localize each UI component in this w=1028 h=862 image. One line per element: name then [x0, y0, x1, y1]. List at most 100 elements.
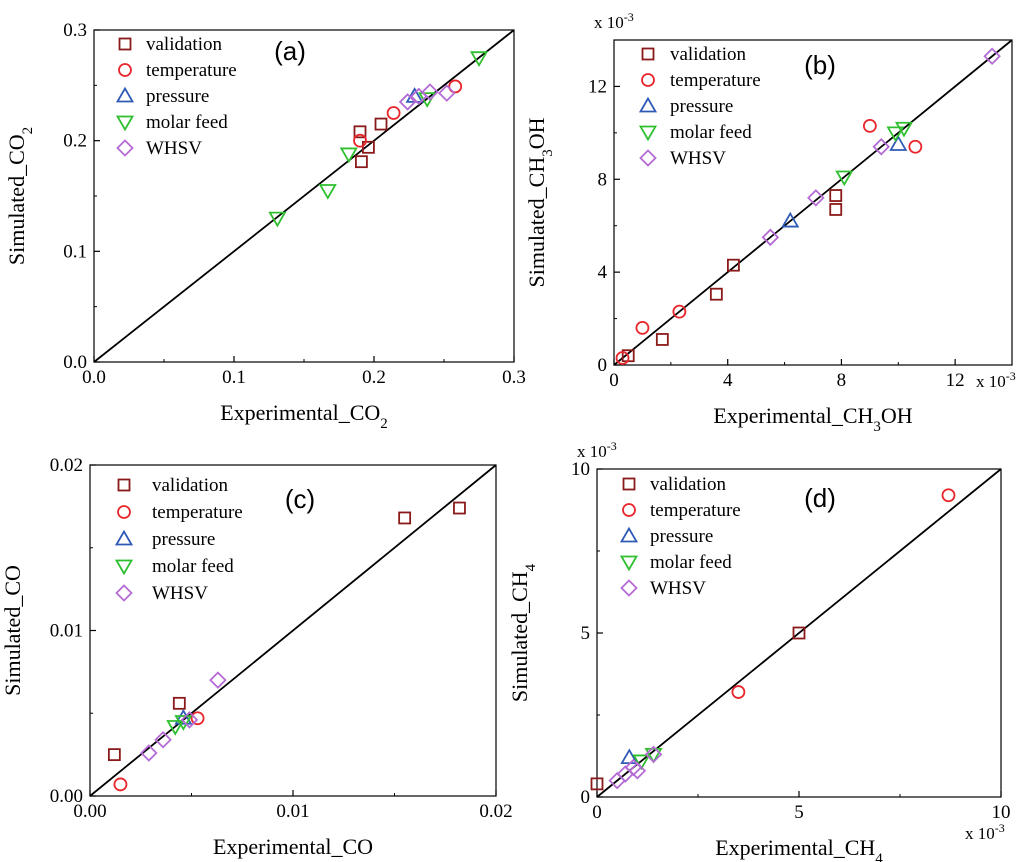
plot-frame [613, 39, 1013, 366]
data-point [398, 511, 412, 525]
chart-panel-c: 0.00 0.01 0.02 0.00 0.01 0.02 Experimental_CO S… [0, 455, 513, 859]
data-point [889, 135, 908, 151]
series-molar-feed [632, 747, 663, 771]
x-tick-label: 0.00 [73, 801, 106, 822]
legend-label: pressure [152, 529, 215, 550]
data-point [941, 488, 956, 503]
series-validation [621, 189, 843, 363]
legend-marker [641, 73, 655, 87]
data-point [644, 745, 663, 764]
legend-label: molar feed [670, 122, 752, 143]
series-temperature [731, 488, 956, 699]
y-axis-label: Simulated_CO2 [4, 127, 36, 265]
legend-marker [114, 559, 134, 576]
y-tick-label: 0.00 [50, 786, 83, 807]
x-multiplier: x 10-3 [965, 821, 1005, 843]
data-point [628, 761, 647, 780]
legend-label: WHSV [152, 583, 208, 604]
y-tick-label: 0.3 [63, 20, 87, 41]
x-tick-label: 0.0 [82, 367, 106, 388]
data-point [672, 304, 687, 319]
data-point [886, 126, 905, 143]
data-point [268, 211, 287, 228]
y-tick-label: 5 [581, 623, 591, 644]
x-axis-label: Experimental_CO [213, 834, 373, 859]
y-multiplier: x 10-3 [577, 439, 617, 461]
y-tick-label: 0 [581, 787, 591, 808]
data-point [894, 121, 914, 138]
data-point [180, 711, 199, 729]
data-point [829, 189, 843, 202]
legend-label: pressure [670, 96, 733, 117]
data-point [635, 320, 650, 335]
data-point [140, 744, 158, 762]
data-point [174, 715, 193, 731]
y-tick-label: 0.02 [50, 455, 83, 476]
legend-label: WHSV [670, 148, 726, 169]
series-validation [107, 501, 466, 762]
legend-label: validation [670, 44, 746, 65]
y-axis-label: Simulated_CO [0, 565, 25, 696]
legend-marker [115, 86, 135, 103]
legend-label: validation [152, 475, 228, 496]
legend-marker [638, 96, 658, 113]
panel-label: (b) [804, 50, 836, 80]
data-point [361, 140, 375, 154]
legend-label: molar feed [650, 552, 732, 573]
data-point [590, 777, 604, 791]
data-point [862, 118, 877, 133]
legend-label: molar feed [152, 556, 234, 577]
data-point [398, 93, 417, 111]
legend-marker [118, 37, 132, 51]
legend-marker [115, 115, 135, 132]
legend-marker [117, 505, 131, 519]
data-point [761, 228, 780, 247]
legend-marker [622, 503, 636, 517]
panel-label: (a) [274, 36, 306, 66]
x-tick-label: 0 [592, 802, 602, 823]
legend-marker [114, 529, 134, 546]
legend-marker [639, 149, 657, 167]
parity-line [93, 29, 515, 363]
parity-line [596, 468, 1002, 798]
data-point [438, 84, 456, 102]
data-point [781, 211, 800, 228]
x-multiplier: x 10-3 [976, 369, 1016, 391]
x-tick-label: 0 [609, 370, 619, 391]
x-tick-label: 12 [946, 370, 965, 391]
data-point [835, 170, 854, 187]
data-point [908, 139, 923, 154]
data-point [339, 147, 358, 164]
legend-label: pressure [146, 86, 209, 107]
series-validation [590, 626, 806, 791]
series-WHSV [140, 671, 227, 762]
x-tick-label: 8 [837, 370, 847, 391]
y-tick-label: 0.0 [63, 352, 87, 373]
y-tick-label: 0.1 [63, 241, 87, 262]
y-axis-label: Simulated_CH4 [507, 563, 539, 702]
data-point [174, 708, 193, 725]
series-pressure [781, 135, 908, 228]
data-point [386, 106, 401, 120]
data-point [792, 626, 806, 640]
legend-label: WHSV [650, 578, 706, 599]
data-point [374, 117, 388, 131]
series-WHSV [761, 47, 1001, 247]
data-point [983, 47, 1001, 66]
data-point [727, 258, 740, 272]
data-point [353, 133, 367, 148]
series-temperature [353, 79, 463, 148]
data-point [469, 51, 489, 67]
data-point [154, 730, 172, 749]
data-point [655, 333, 669, 346]
y-tick-label: 8 [598, 169, 608, 190]
data-point [318, 184, 337, 200]
data-point [172, 696, 186, 710]
x-tick-label: 4 [723, 370, 733, 391]
legend-marker [622, 477, 636, 491]
legend-label: temperature [146, 60, 237, 81]
y-tick-label: 12 [588, 76, 607, 97]
y-tick-label: 4 [598, 262, 608, 283]
x-axis-label: Experimental_CH4 [715, 835, 883, 862]
